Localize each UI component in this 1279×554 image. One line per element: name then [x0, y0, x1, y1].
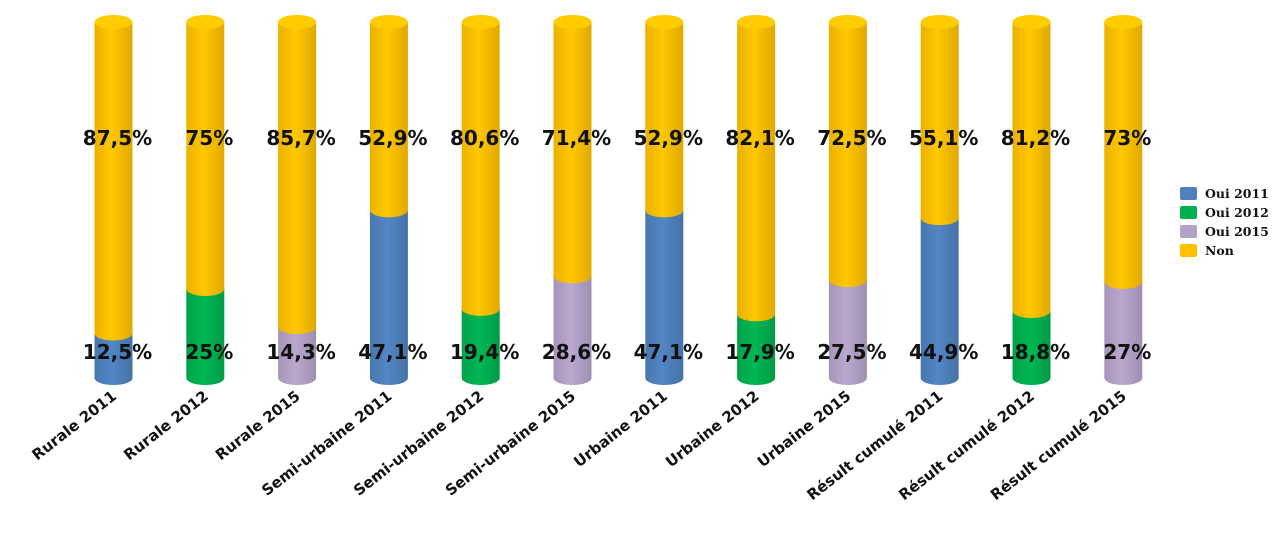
bar-segment-non [186, 22, 225, 297]
chart-bars [94, 15, 1143, 386]
bar-segment-oui [1104, 274, 1143, 386]
legend-item-oui-2012: Oui 2012 [1180, 203, 1269, 222]
data-label-oui: 14,3% [266, 340, 335, 364]
bar-stack [369, 15, 408, 386]
data-label-non: 87,5% [83, 126, 152, 150]
data-label-oui: 47,1% [358, 340, 427, 364]
bar-segment-non [369, 22, 408, 218]
legend-label: Oui 2012 [1205, 205, 1269, 220]
bar-segment-oui [186, 282, 225, 386]
bar-stack [553, 15, 592, 386]
data-label-non: 75% [185, 126, 233, 150]
data-label-oui: 19,4% [450, 340, 519, 364]
bar-segment-oui [94, 326, 133, 386]
data-label-non: 71,4% [542, 126, 611, 150]
data-label-oui: 18,8% [1001, 340, 1070, 364]
bar-stack [94, 15, 133, 386]
data-label-oui: 28,6% [542, 340, 611, 364]
data-label-oui: 27,5% [817, 340, 886, 364]
bar-segment-non [1104, 22, 1143, 289]
legend-item-oui-2015: Oui 2015 [1180, 222, 1269, 241]
data-label-non: 73% [1103, 126, 1151, 150]
bar-segment-oui [461, 301, 500, 386]
chart-legend: Oui 2011 Oui 2012 Oui 2015 Non [1180, 184, 1269, 260]
bar-top-cap [645, 15, 684, 29]
x-tick-label: Urbaine 2015 [754, 387, 854, 471]
bar-segment-oui [737, 307, 776, 386]
bar-segment-non [553, 22, 592, 284]
data-label-oui: 27% [1103, 340, 1151, 364]
bar-top-cap [553, 15, 592, 29]
data-label-non: 82,1% [725, 126, 794, 150]
x-axis-labels: Rurale 2011 Rurale 2012 Rurale 2015Semi-ur… [28, 387, 1129, 504]
bar-segment-non [94, 22, 133, 341]
bar-top-cap [369, 15, 408, 29]
bar-segment-oui [553, 269, 592, 386]
bar-segment-non [461, 22, 500, 316]
bar-top-cap [461, 15, 500, 29]
data-label-oui: 17,9% [725, 340, 794, 364]
data-label-oui: 12,5% [83, 340, 152, 364]
bar-top-cap [1104, 15, 1143, 29]
bar-top-cap [737, 15, 776, 29]
bar-top-cap [186, 15, 225, 29]
data-label-non: 52,9% [634, 126, 703, 150]
bar-segment-oui [369, 203, 408, 386]
data-label-oui: 25% [185, 340, 233, 364]
bar-stack [278, 15, 317, 386]
bar-segment-oui [278, 320, 317, 386]
x-tick-label: Rurale 2015 [212, 387, 303, 464]
legend-label: Oui 2011 [1205, 186, 1269, 201]
x-tick-label: Urbaine 2012 [662, 387, 762, 471]
bar-segment-oui [828, 273, 867, 386]
legend-label: Oui 2015 [1205, 224, 1269, 239]
bar-stack [828, 15, 867, 386]
data-label-non: 85,7% [266, 126, 335, 150]
data-label-non: 55,1% [909, 126, 978, 150]
legend-swatch [1180, 187, 1197, 200]
bar-segment-non [278, 22, 317, 335]
x-tick-label: Urbaine 2011 [570, 387, 670, 471]
bar-stack [1104, 15, 1143, 386]
x-tick-label: Rurale 2011 [28, 387, 119, 464]
data-label-non: 72,5% [817, 126, 886, 150]
chart-data-labels: 87,5% 12,5% 75% 25% 85,7% 14,3% 52,9% 47,1% 80,6… [83, 126, 1151, 364]
bar-stack [645, 15, 684, 386]
bar-stack [737, 15, 776, 386]
data-label-non: 52,9% [358, 126, 427, 150]
legend-swatch [1180, 225, 1197, 238]
bar-segment-non [920, 22, 959, 226]
bar-stack [186, 15, 225, 386]
legend-item-oui-2011: Oui 2011 [1180, 184, 1269, 203]
bar-top-cap [278, 15, 317, 29]
bar-top-cap [920, 15, 959, 29]
bar-stack [461, 15, 500, 386]
bar-stack [920, 15, 959, 386]
x-tick-label: Rurale 2012 [120, 387, 211, 464]
data-label-oui: 44,9% [909, 340, 978, 364]
legend-swatch [1180, 244, 1197, 257]
bar-top-cap [1012, 15, 1051, 29]
legend-label: Non [1205, 243, 1234, 258]
bar-segment-oui [1012, 304, 1051, 386]
bar-segment-oui [920, 211, 959, 386]
bar-segment-non [737, 22, 776, 322]
legend-swatch [1180, 206, 1197, 219]
bar-top-cap [94, 15, 133, 29]
data-label-non: 80,6% [450, 126, 519, 150]
data-label-oui: 47,1% [634, 340, 703, 364]
data-label-non: 81,2% [1001, 126, 1070, 150]
bar-segment-oui [645, 203, 684, 386]
bar-segment-non [645, 22, 684, 218]
bar-top-cap [828, 15, 867, 29]
bar-segment-non [828, 22, 867, 288]
bar-segment-non [1012, 22, 1051, 319]
bar-stack [1012, 15, 1051, 386]
legend-item-non: Non [1180, 241, 1269, 260]
